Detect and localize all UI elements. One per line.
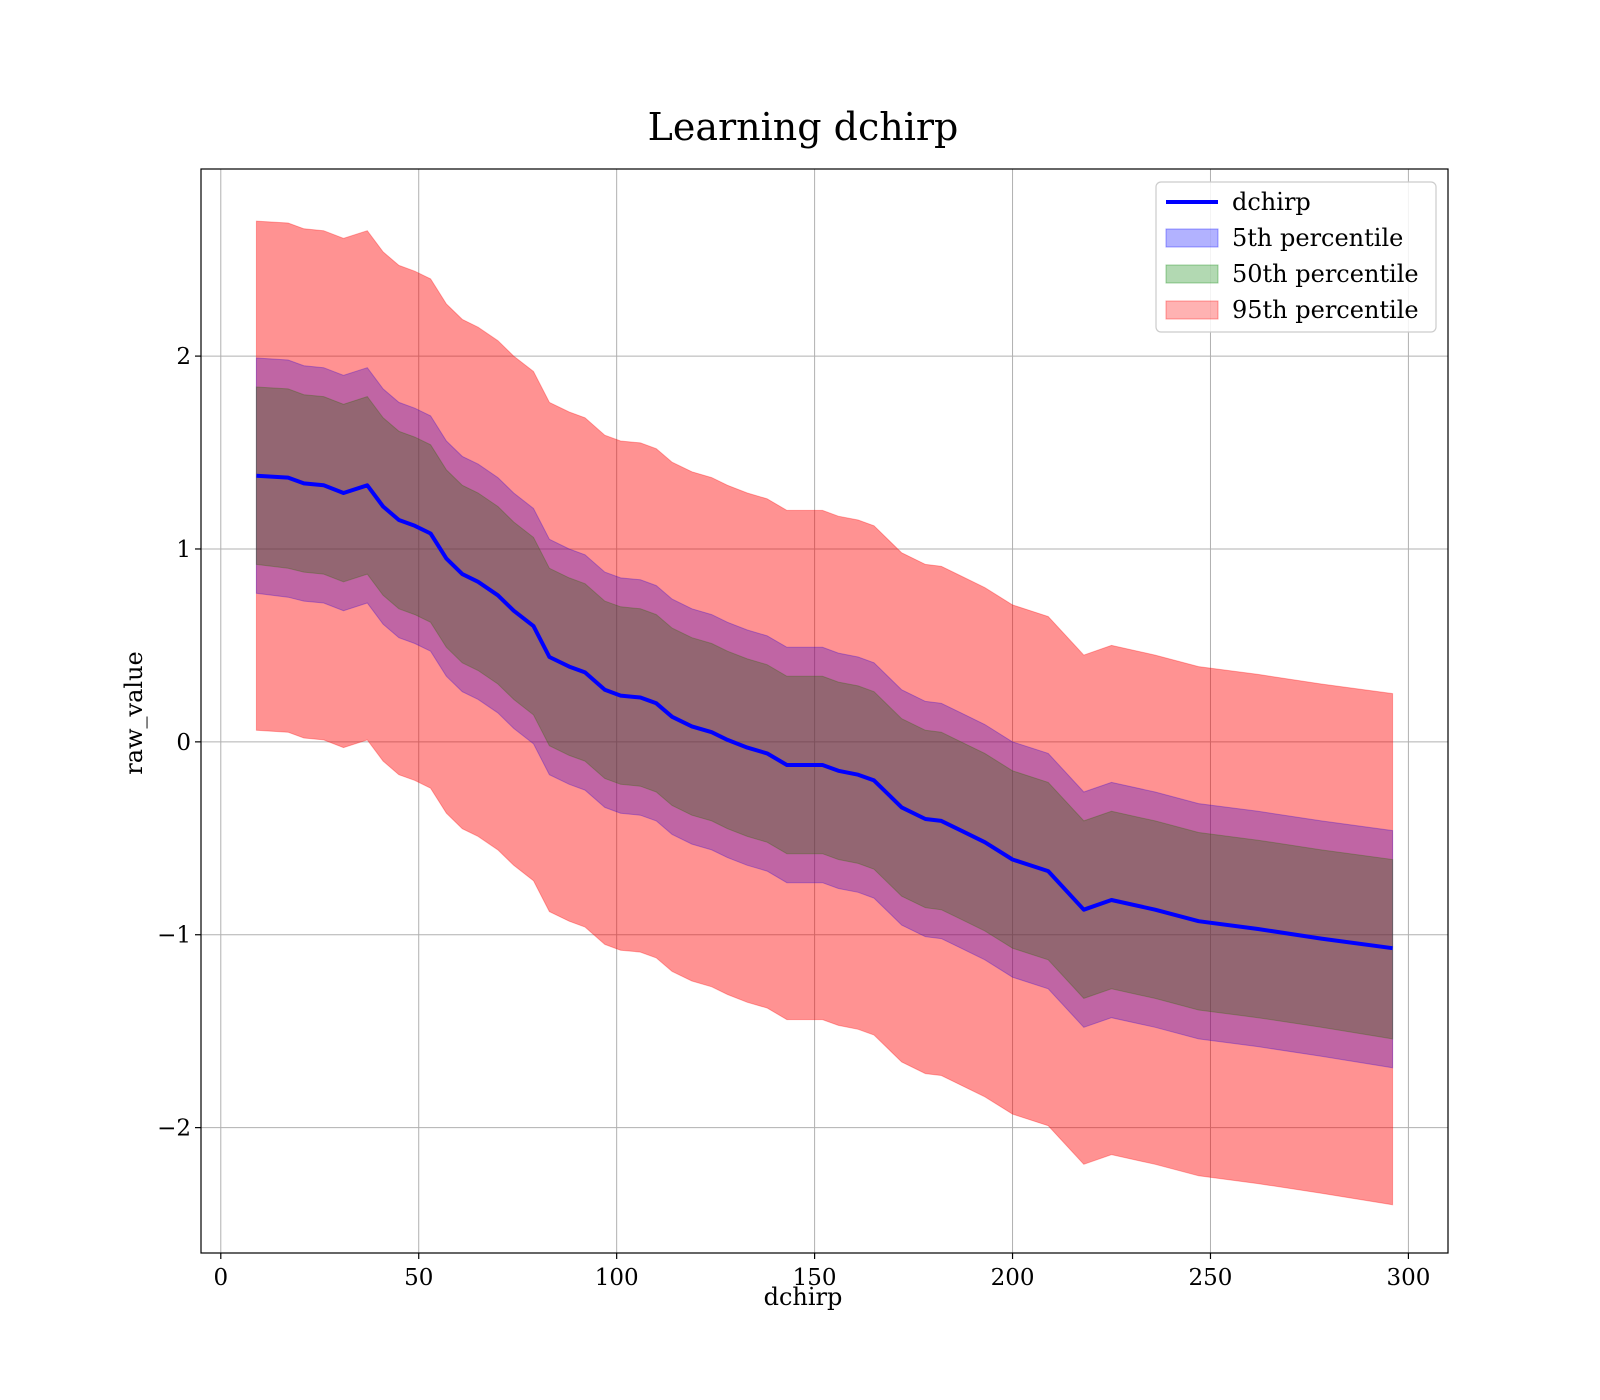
x-tick-label: 100 [595, 1265, 639, 1291]
x-tick-label: 0 [213, 1265, 228, 1291]
y-tick-label: 2 [176, 344, 191, 370]
percentile-bands [255, 220, 1394, 1206]
x-tick-label: 300 [1386, 1265, 1430, 1291]
y-tick-label: −1 [157, 923, 191, 949]
legend-label: 50th percentile [1232, 260, 1419, 288]
x-tick-label: 200 [991, 1265, 1035, 1291]
y-tick-label: 1 [176, 537, 191, 563]
y-tick-label: 0 [176, 730, 191, 756]
series-line-dchirp [256, 473, 1393, 951]
grid-lines [201, 169, 1448, 1253]
x-axis-label: dchirp [764, 1283, 843, 1311]
legend-swatch-patch [1165, 264, 1219, 284]
band-95th-percentile-overlay [256, 221, 1393, 1205]
band-95th-percentile [255, 220, 1394, 1206]
plot-area: 0 50 100 150 200 250 300 −2 −1 0 1 2 [157, 168, 1449, 1291]
legend-label: 5th percentile [1232, 224, 1403, 252]
y-axis-label: raw_value [120, 651, 148, 775]
legend-swatch-patch [1165, 228, 1219, 248]
y-tick-label: −2 [157, 1116, 191, 1142]
legend-swatch-patch [1165, 300, 1219, 320]
legend-label: dchirp [1232, 188, 1311, 216]
legend-box [1155, 181, 1437, 333]
axis-ticks: 0 50 100 150 200 250 300 −2 −1 0 1 2 [157, 344, 1430, 1291]
series-lines [256, 473, 1393, 951]
band-50th-percentile [255, 386, 1394, 1040]
chart-title: Learning dchirp [648, 105, 959, 149]
legend-label: 95th percentile [1232, 296, 1419, 324]
x-tick-label: 250 [1189, 1265, 1233, 1291]
x-tick-label: 150 [793, 1265, 837, 1291]
legend: dchirp 5th percentile 50th percentile 95th … [1155, 181, 1437, 333]
x-tick-label: 50 [404, 1265, 433, 1291]
plot-frame [200, 168, 1449, 1254]
band-5th-percentile [255, 357, 1394, 1069]
